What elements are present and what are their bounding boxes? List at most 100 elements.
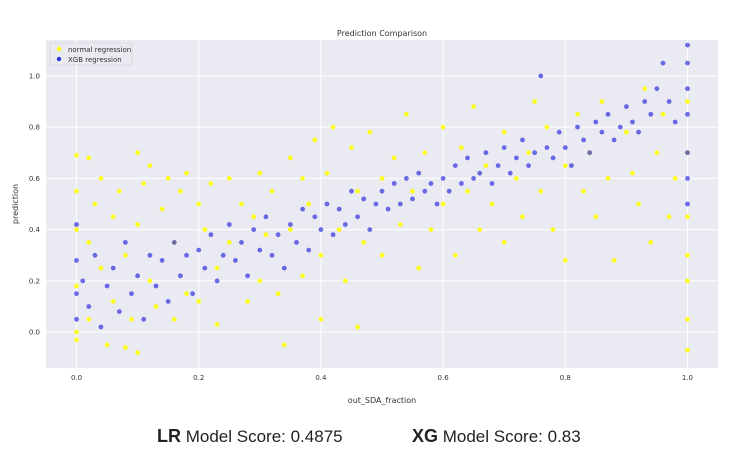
data-point bbox=[165, 299, 171, 304]
data-point bbox=[74, 258, 79, 263]
data-point bbox=[165, 176, 171, 181]
y-tick-label: 0.0 bbox=[29, 329, 40, 337]
x-tick-label: 0.4 bbox=[315, 374, 327, 382]
data-point bbox=[318, 227, 324, 233]
data-point bbox=[569, 163, 574, 169]
data-point bbox=[159, 206, 165, 212]
data-point bbox=[263, 232, 269, 238]
data-point bbox=[526, 150, 531, 156]
data-point bbox=[98, 265, 104, 271]
data-point bbox=[159, 258, 165, 263]
legend-marker-xgb bbox=[56, 56, 62, 62]
data-point bbox=[581, 188, 586, 194]
data-point bbox=[300, 206, 305, 212]
data-point bbox=[318, 316, 324, 322]
y-tick-label: 1.0 bbox=[29, 72, 40, 80]
y-tick-label: 0.2 bbox=[29, 277, 40, 285]
data-point bbox=[685, 214, 690, 220]
x-tick-labels: 0.0 0.2 0.4 0.6 0.8 1.0 bbox=[71, 374, 693, 382]
data-point bbox=[178, 273, 183, 279]
data-point bbox=[367, 129, 373, 135]
data-point bbox=[153, 283, 159, 289]
data-point bbox=[397, 201, 403, 207]
data-point bbox=[312, 137, 318, 143]
data-point bbox=[147, 278, 153, 284]
data-point bbox=[251, 214, 257, 220]
scatter-chart: 0.0 0.2 0.4 0.6 0.8 1.0 0.0 0.2 0.4 0.6 0.8 1.0 Pr… bbox=[11, 29, 718, 405]
data-point bbox=[685, 316, 690, 322]
data-point bbox=[440, 176, 446, 181]
data-point bbox=[379, 252, 385, 258]
data-point bbox=[660, 111, 666, 117]
series-normal-regression bbox=[74, 86, 690, 355]
data-point bbox=[184, 252, 189, 258]
data-point bbox=[281, 265, 287, 271]
data-point bbox=[141, 181, 147, 186]
data-point bbox=[281, 342, 287, 348]
data-point bbox=[630, 170, 635, 176]
data-point bbox=[324, 170, 330, 176]
data-point bbox=[202, 265, 208, 271]
data-point bbox=[98, 324, 104, 330]
data-point bbox=[300, 176, 305, 181]
data-point bbox=[361, 240, 367, 245]
data-point bbox=[685, 42, 690, 48]
data-point bbox=[452, 252, 458, 258]
data-point bbox=[324, 201, 330, 207]
data-point bbox=[349, 188, 354, 194]
data-point bbox=[685, 86, 690, 92]
data-point bbox=[685, 252, 690, 258]
series-xgb-regression bbox=[74, 42, 690, 330]
data-point bbox=[288, 222, 293, 227]
data-point bbox=[440, 124, 446, 130]
data-point bbox=[135, 222, 141, 227]
data-point bbox=[355, 188, 360, 194]
data-point bbox=[685, 278, 690, 284]
data-point bbox=[184, 170, 189, 176]
data-point bbox=[648, 111, 654, 117]
data-point bbox=[672, 119, 678, 125]
data-point bbox=[294, 240, 299, 245]
data-point bbox=[336, 206, 342, 212]
data-point bbox=[465, 155, 470, 161]
data-point bbox=[404, 111, 409, 117]
data-point bbox=[391, 181, 397, 186]
x-tick-label: 0.2 bbox=[193, 374, 204, 382]
data-point bbox=[104, 342, 110, 348]
data-point bbox=[257, 247, 263, 253]
data-point bbox=[465, 188, 470, 194]
data-point bbox=[275, 291, 281, 297]
data-point bbox=[562, 258, 568, 263]
data-point bbox=[660, 60, 666, 66]
data-point bbox=[196, 201, 202, 207]
x-tick-label: 0.6 bbox=[438, 374, 450, 382]
data-point bbox=[330, 124, 336, 130]
xg-score: XG Model Score: 0.83 bbox=[412, 426, 581, 447]
legend-box bbox=[49, 42, 133, 66]
data-point bbox=[196, 299, 202, 304]
data-point bbox=[587, 150, 593, 156]
legend-label-normal: normal regression bbox=[68, 46, 131, 54]
data-point bbox=[208, 232, 214, 238]
data-point bbox=[74, 227, 79, 233]
data-point bbox=[501, 240, 507, 245]
data-point bbox=[611, 258, 617, 263]
data-point bbox=[428, 181, 434, 186]
data-point bbox=[501, 145, 507, 151]
data-point bbox=[599, 99, 605, 104]
data-point bbox=[349, 145, 354, 151]
data-point bbox=[129, 316, 134, 322]
data-point bbox=[434, 201, 440, 207]
y-axis-label: prediction bbox=[11, 184, 20, 224]
data-point bbox=[245, 273, 251, 279]
data-point bbox=[617, 124, 623, 130]
y-tick-label: 0.6 bbox=[29, 175, 41, 183]
data-point bbox=[342, 222, 348, 227]
legend-label-xgb: XGB regression bbox=[68, 56, 122, 64]
data-point bbox=[214, 322, 220, 327]
data-point bbox=[459, 181, 464, 186]
data-point bbox=[507, 170, 513, 176]
data-point bbox=[214, 278, 220, 284]
data-point bbox=[74, 152, 79, 158]
data-point bbox=[226, 240, 232, 245]
